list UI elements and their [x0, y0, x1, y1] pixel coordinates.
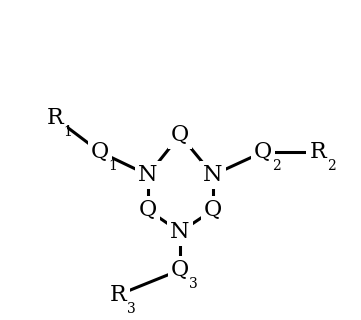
Text: 3: 3 [127, 302, 135, 316]
Text: R: R [110, 284, 126, 306]
Text: Q: Q [171, 124, 189, 146]
Text: N: N [138, 164, 158, 186]
Text: 2: 2 [272, 159, 280, 173]
Text: R: R [310, 141, 326, 163]
Text: 3: 3 [189, 277, 197, 291]
Text: Q: Q [204, 199, 222, 221]
Text: 1: 1 [109, 159, 118, 173]
Text: Q: Q [139, 199, 157, 221]
Text: 2: 2 [327, 159, 336, 173]
Text: Q: Q [91, 141, 109, 163]
Text: N: N [170, 221, 190, 243]
Text: N: N [203, 164, 223, 186]
Text: R: R [47, 107, 64, 129]
Text: Q: Q [171, 259, 189, 281]
Text: Q: Q [254, 141, 272, 163]
Text: 1: 1 [64, 125, 73, 139]
